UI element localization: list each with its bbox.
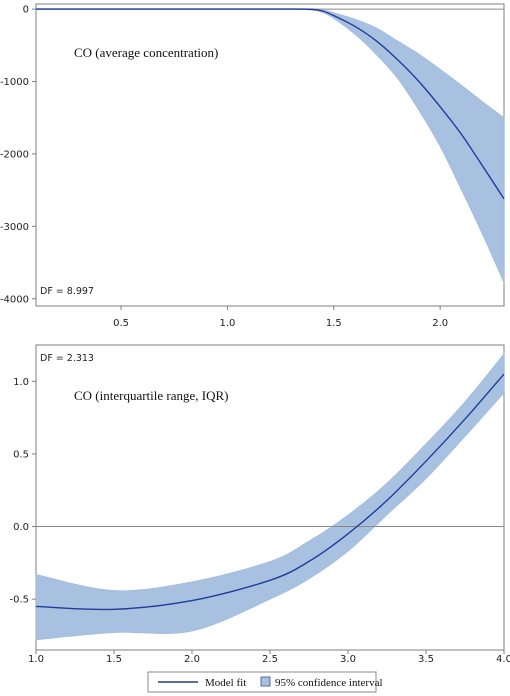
y-tick-label: 0 (23, 5, 29, 16)
legend-ci-swatch (260, 676, 271, 687)
y-tick-label: 0.0 (13, 522, 29, 533)
y-tick-label: -3000 (0, 222, 29, 233)
x-tick-label: 3.0 (340, 654, 356, 665)
x-tick-label: 1.0 (28, 654, 44, 665)
x-tick-label: 4.0 (496, 654, 510, 665)
x-tick-label: 3.5 (418, 654, 434, 665)
panel-2-y-ticks: 1.0 0.5 0.0 -0.5 (9, 377, 36, 606)
x-tick-label: 1.5 (106, 654, 122, 665)
x-tick-label: 1.5 (326, 318, 342, 329)
panel-1-df-annotation: DF = 8.997 (40, 286, 94, 297)
legend-model-fit-label: Model fit (205, 677, 246, 689)
panel-1-title: CO (average concentration) (74, 45, 218, 60)
ci-band-area (35, 352, 505, 641)
panel-1-x-ticks: 0.5 1.0 1.5 2.0 (113, 306, 448, 329)
panel-2-ci-band (35, 352, 505, 641)
panel-average-concentration: 0 -1000 -2000 -3000 -4000 0.5 1.0 1.5 2.0 CO (a… (0, 3, 505, 329)
x-tick-label: 0.5 (113, 318, 129, 329)
panel-2-df-annotation: DF = 2.313 (40, 353, 94, 364)
x-tick-label: 2.0 (432, 318, 448, 329)
y-tick-label: -1000 (0, 77, 29, 88)
x-tick-label: 2.0 (184, 654, 200, 665)
y-tick-label: 0.5 (13, 449, 29, 460)
y-tick-label: -4000 (0, 294, 29, 305)
x-tick-label: 2.5 (262, 654, 278, 665)
model-fit-line (36, 8, 505, 200)
panel-1-model-fit-line (36, 8, 505, 200)
panel-interquartile-range: 1.0 0.5 0.0 -0.5 1.0 1.5 2.0 2.5 3.0 3.5 4.0 CO (… (9, 344, 510, 665)
panel-2-x-ticks: 1.0 1.5 2.0 2.5 3.0 3.5 4.0 (28, 650, 510, 665)
x-tick-label: 1.0 (220, 318, 236, 329)
y-tick-label: 1.0 (13, 377, 29, 388)
panel-1-y-ticks: 0 -1000 -2000 -3000 -4000 (0, 5, 36, 305)
y-tick-label: -2000 (0, 149, 29, 160)
legend: Model fit 95% confidence interval (147, 671, 383, 693)
panel-2-model-fit-line (35, 373, 505, 611)
y-tick-label: -0.5 (9, 595, 29, 606)
panel-2-title: CO (interquartile range, IQR) (74, 388, 229, 403)
model-fit-line (35, 373, 505, 611)
legend-ci-label: 95% confidence interval (275, 677, 383, 689)
